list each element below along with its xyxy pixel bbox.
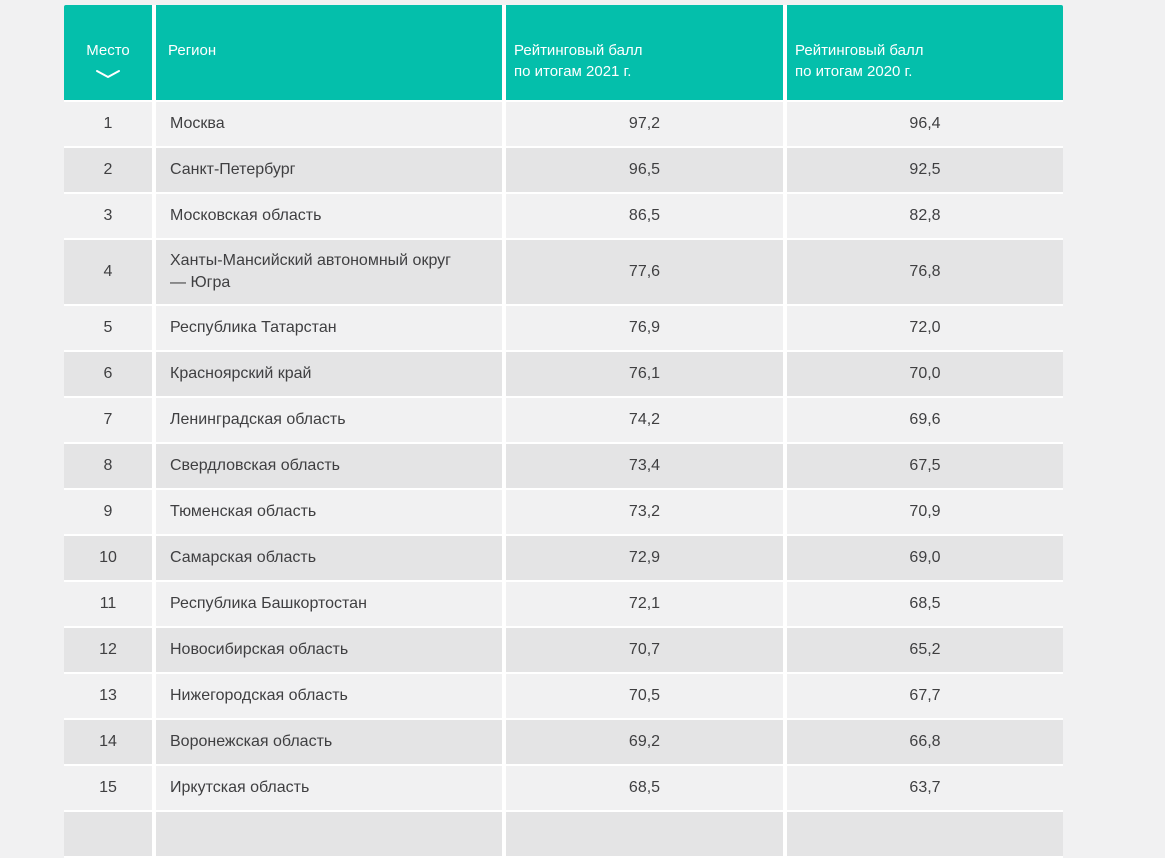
column-header-score-2020[interactable]: Рейтинговый балл по итогам 2020 г. [787,5,1063,102]
cell-score-2020: 68,5 [787,582,1063,628]
column-header-region[interactable]: Регион [156,5,506,102]
cell-score-2020: 92,5 [787,148,1063,194]
cell-region: Тюменская область [156,490,506,536]
table-row: 13 Нижегородская область 70,5 67,7 [64,674,1063,720]
column-header-score-2021[interactable]: Рейтинговый балл по итогам 2021 г. [506,5,787,102]
table-row: 6 Красноярский край 76,1 70,0 [64,352,1063,398]
table-row: 3 Московская область 86,5 82,8 [64,194,1063,240]
cell-score-2021: 70,5 [506,674,787,720]
table-row: 1 Москва 97,2 96,4 [64,102,1063,148]
cell-score-2021: 86,5 [506,194,787,240]
cell-score-2021: 72,9 [506,536,787,582]
cell-place: 10 [64,536,156,582]
cell-score-2021: 76,1 [506,352,787,398]
cell-score-2020: 70,0 [787,352,1063,398]
table-row: 14 Воронежская область 69,2 66,8 [64,720,1063,766]
table-row: 12 Новосибирская область 70,7 65,2 [64,628,1063,674]
cell-region: Республика Татарстан [156,306,506,352]
column-header-score-2020-label: Рейтинговый балл по итогам 2020 г. [795,42,924,80]
cell-score-2020 [787,812,1063,858]
table-row: 9 Тюменская область 73,2 70,9 [64,490,1063,536]
cell-score-2020: 76,8 [787,240,1063,306]
cell-score-2021: 70,7 [506,628,787,674]
column-header-place[interactable]: Место [64,5,156,102]
cell-score-2020: 67,7 [787,674,1063,720]
table-row: 15 Иркутская область 68,5 63,7 [64,766,1063,812]
chevron-down-icon [96,70,120,78]
cell-score-2021: 73,2 [506,490,787,536]
cell-region: Свердловская область [156,444,506,490]
cell-score-2020: 66,8 [787,720,1063,766]
cell-score-2020: 70,9 [787,490,1063,536]
cell-place: 8 [64,444,156,490]
cell-score-2020: 69,6 [787,398,1063,444]
cell-region [156,812,506,858]
column-header-score-2021-label: Рейтинговый балл по итогам 2021 г. [514,42,643,80]
table-row: 11 Республика Башкортостан 72,1 68,5 [64,582,1063,628]
cell-score-2020: 82,8 [787,194,1063,240]
table-row: 7 Ленинградская область 74,2 69,6 [64,398,1063,444]
cell-place: 3 [64,194,156,240]
cell-score-2021: 68,5 [506,766,787,812]
cell-region: Республика Башкортостан [156,582,506,628]
cell-score-2021: 97,2 [506,102,787,148]
cell-score-2021 [506,812,787,858]
column-header-region-label: Регион [168,42,217,59]
table-body: 1 Москва 97,2 96,4 2 Санкт-Петербург 96,5 92,5 3… [64,102,1063,858]
cell-place: 12 [64,628,156,674]
cell-region: Санкт-Петербург [156,148,506,194]
cell-place: 6 [64,352,156,398]
cell-place: 11 [64,582,156,628]
table-row: 8 Свердловская область 73,4 67,5 [64,444,1063,490]
cell-score-2021: 73,4 [506,444,787,490]
cell-region: Иркутская область [156,766,506,812]
cell-region: Ханты-Мансийский автономный округ — Югра [156,240,506,306]
table-row: 4 Ханты-Мансийский автономный округ — Югр… [64,240,1063,306]
cell-region: Новосибирская область [156,628,506,674]
cell-place: 5 [64,306,156,352]
table-row-partial [64,812,1063,858]
cell-region: Красноярский край [156,352,506,398]
cell-score-2021: 96,5 [506,148,787,194]
cell-score-2021: 74,2 [506,398,787,444]
cell-place: 2 [64,148,156,194]
cell-score-2020: 65,2 [787,628,1063,674]
cell-region: Московская область [156,194,506,240]
cell-region: Москва [156,102,506,148]
cell-region: Воронежская область [156,720,506,766]
cell-score-2020: 67,5 [787,444,1063,490]
cell-score-2021: 69,2 [506,720,787,766]
cell-score-2021: 76,9 [506,306,787,352]
table-row: 2 Санкт-Петербург 96,5 92,5 [64,148,1063,194]
cell-place: 13 [64,674,156,720]
cell-score-2020: 96,4 [787,102,1063,148]
region-rating-table-container: Место Регион Рейтинговый балл по итогам … [64,5,1063,858]
cell-score-2021: 72,1 [506,582,787,628]
cell-place: 9 [64,490,156,536]
cell-score-2020: 63,7 [787,766,1063,812]
column-header-place-label: Место [86,42,130,59]
table-row: 5 Республика Татарстан 76,9 72,0 [64,306,1063,352]
cell-place: 4 [64,240,156,306]
cell-region: Ленинградская область [156,398,506,444]
cell-place [64,812,156,858]
cell-score-2020: 69,0 [787,536,1063,582]
cell-score-2020: 72,0 [787,306,1063,352]
cell-place: 1 [64,102,156,148]
cell-region: Нижегородская область [156,674,506,720]
cell-place: 15 [64,766,156,812]
region-rating-table: Место Регион Рейтинговый балл по итогам … [64,5,1063,858]
cell-place: 14 [64,720,156,766]
table-row: 10 Самарская область 72,9 69,0 [64,536,1063,582]
cell-score-2021: 77,6 [506,240,787,306]
cell-region: Самарская область [156,536,506,582]
table-header: Место Регион Рейтинговый балл по итогам … [64,5,1063,102]
cell-place: 7 [64,398,156,444]
